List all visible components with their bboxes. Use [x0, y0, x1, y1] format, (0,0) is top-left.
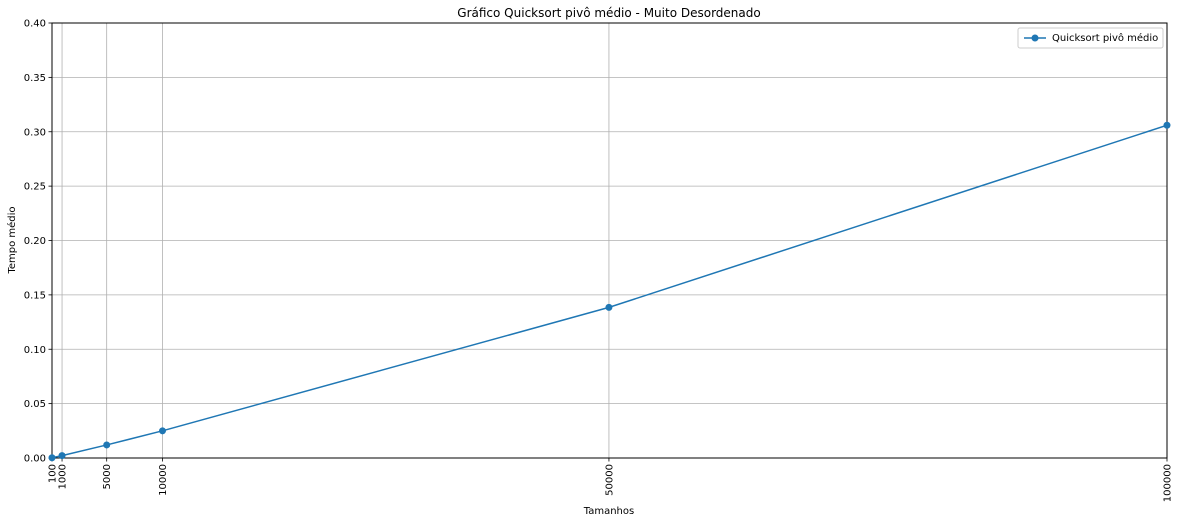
- x-tick-label: 1000: [58, 464, 69, 489]
- y-tick-label: 0.40: [24, 19, 46, 30]
- data-point: [605, 303, 613, 311]
- x-tick-label: 5000: [102, 464, 113, 489]
- y-axis-label: Tempo médio: [6, 206, 18, 274]
- y-tick-label: 0.00: [24, 454, 46, 465]
- y-tick-label: 0.15: [24, 290, 46, 301]
- data-point: [48, 454, 56, 462]
- y-axis: 0.00 0.05 0.10 0.15 0.20 0.25 0.30 0.35 0.40: [24, 19, 52, 465]
- y-tick-label: 0.10: [24, 345, 46, 356]
- series-group: [48, 121, 1171, 462]
- data-point: [103, 441, 111, 449]
- y-tick-label: 0.20: [24, 236, 46, 247]
- legend: Quicksort pivô médio: [1017, 27, 1164, 49]
- grid: [51, 22, 1168, 459]
- x-axis-label: Tamanhos: [583, 506, 634, 517]
- legend-marker: [1031, 34, 1039, 42]
- x-tick-label: 10000: [158, 464, 169, 496]
- y-tick-label: 0.30: [24, 127, 46, 138]
- y-tick-label: 0.05: [24, 399, 46, 410]
- x-axis: 100 1000 5000 10000 50000 100000: [48, 458, 1174, 502]
- data-point: [158, 427, 166, 435]
- series-line: [51, 124, 1168, 459]
- chart-title: Gráfico Quicksort pivô médio - Muito Des…: [457, 6, 760, 20]
- data-point: [58, 452, 66, 460]
- x-tick-label: 100000: [1163, 464, 1174, 502]
- data-point: [1163, 121, 1171, 129]
- legend-label: Quicksort pivô médio: [1052, 32, 1158, 44]
- y-tick-label: 0.25: [24, 182, 46, 193]
- y-tick-label: 0.35: [24, 73, 46, 84]
- legend-box: [1017, 27, 1164, 49]
- x-tick-label: 100: [48, 464, 59, 483]
- x-tick-label: 50000: [604, 464, 615, 496]
